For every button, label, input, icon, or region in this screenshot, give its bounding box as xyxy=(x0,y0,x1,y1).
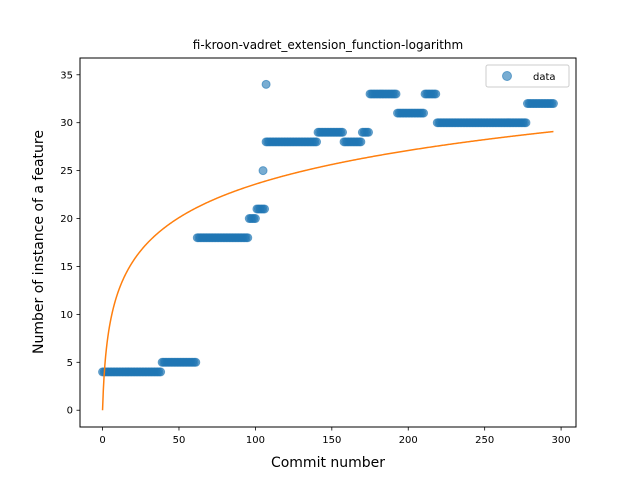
data-point xyxy=(243,233,253,243)
data-point xyxy=(250,214,260,224)
y-tick-label: 35 xyxy=(60,70,73,81)
y-tick-label: 20 xyxy=(60,214,73,225)
x-tick-label: 0 xyxy=(99,435,105,446)
data-point xyxy=(258,166,268,176)
data-point xyxy=(191,357,201,367)
y-tick-label: 15 xyxy=(60,262,73,273)
data-point xyxy=(312,137,322,147)
data-point xyxy=(419,108,429,118)
x-axis-title: Commit number xyxy=(271,455,385,471)
fit-line xyxy=(101,130,554,411)
data-point xyxy=(338,127,348,137)
legend-box xyxy=(485,64,570,88)
data-point xyxy=(431,89,441,99)
plot-frame xyxy=(79,57,577,428)
data-point xyxy=(356,137,366,147)
data-point xyxy=(364,127,374,137)
legend-marker-data xyxy=(502,71,512,81)
x-tick-label: 200 xyxy=(399,435,418,446)
y-axis: 0 5 10 15 20 25 30 35 xyxy=(60,70,80,417)
x-axis: 0 50 100 150 200 250 300 xyxy=(99,427,571,446)
y-axis-title: Number of instance of a feature xyxy=(31,130,47,354)
y-tick-label: 10 xyxy=(60,310,73,321)
x-tick-label: 150 xyxy=(322,435,341,446)
y-tick-label: 30 xyxy=(60,118,73,129)
data-point xyxy=(521,118,531,128)
y-tick-label: 5 xyxy=(67,358,73,369)
x-tick-label: 100 xyxy=(246,435,265,446)
legend: data xyxy=(485,64,570,88)
y-tick-label: 0 xyxy=(67,406,73,417)
x-tick-label: 300 xyxy=(552,435,571,446)
x-tick-label: 250 xyxy=(475,435,494,446)
data-point xyxy=(261,79,271,89)
plot-area xyxy=(98,79,558,411)
chart-title: fi-kroon-vadret_extension_function-logar… xyxy=(193,38,463,52)
data-point xyxy=(156,367,166,377)
x-tick-label: 50 xyxy=(173,435,186,446)
y-tick-label: 25 xyxy=(60,166,73,177)
data-point xyxy=(391,89,401,99)
legend-label-data: data xyxy=(533,72,556,83)
data-point xyxy=(260,204,270,214)
data-point xyxy=(548,99,558,109)
